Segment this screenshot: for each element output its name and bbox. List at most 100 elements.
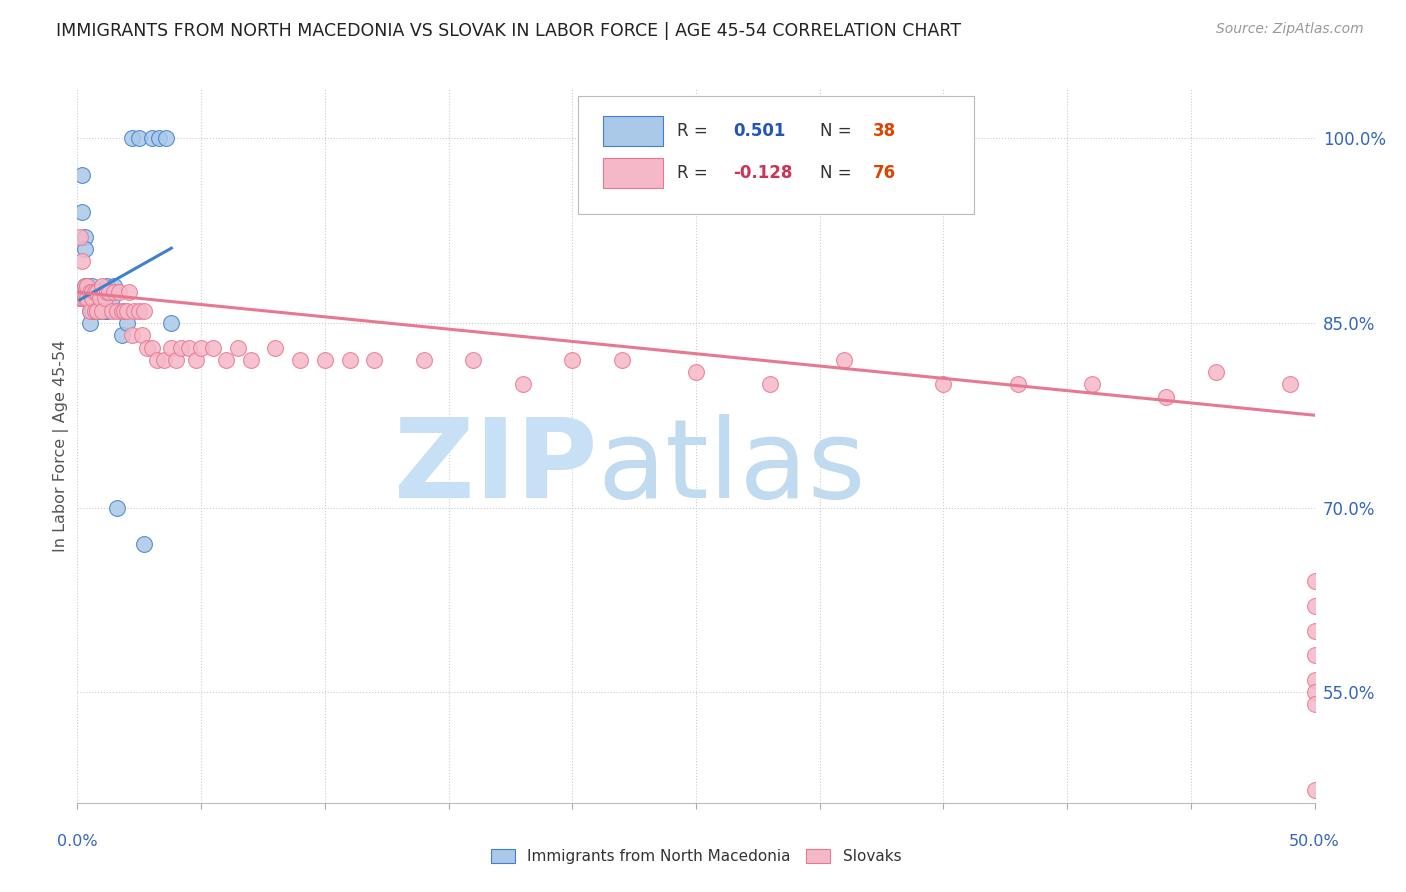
Point — [91, 285, 114, 300]
Point — [73, 230, 96, 244]
Point — [932, 377, 955, 392]
Point — [101, 303, 124, 318]
Point — [1303, 673, 1326, 687]
Point — [148, 131, 170, 145]
Point — [83, 303, 105, 318]
Text: IMMIGRANTS FROM NORTH MACEDONIA VS SLOVAK IN LABOR FORCE | AGE 45-54 CORRELATION: IMMIGRANTS FROM NORTH MACEDONIA VS SLOVA… — [56, 22, 962, 40]
Point — [105, 303, 128, 318]
Point — [226, 341, 249, 355]
Point — [363, 352, 385, 367]
Point — [76, 279, 98, 293]
Text: 38: 38 — [873, 121, 896, 139]
Legend: Immigrants from North Macedonia, Slovaks: Immigrants from North Macedonia, Slovaks — [485, 843, 907, 870]
Point — [86, 303, 108, 318]
Point — [111, 303, 134, 318]
Point — [135, 341, 157, 355]
Point — [121, 328, 143, 343]
Point — [96, 279, 118, 293]
Point — [72, 205, 94, 219]
Point — [1007, 377, 1029, 392]
Point — [83, 285, 105, 300]
Point — [82, 303, 104, 318]
Point — [759, 377, 782, 392]
Point — [111, 328, 134, 343]
Text: N =: N = — [820, 121, 856, 139]
Point — [69, 291, 91, 305]
Point — [82, 279, 104, 293]
Point — [1205, 365, 1227, 379]
Point — [1081, 377, 1104, 392]
Point — [118, 285, 141, 300]
Point — [463, 352, 485, 367]
Point — [79, 285, 101, 300]
Point — [82, 291, 104, 305]
Point — [69, 230, 91, 244]
Point — [190, 341, 212, 355]
Point — [202, 341, 225, 355]
Point — [1303, 574, 1326, 589]
Point — [86, 285, 108, 300]
Point — [128, 303, 150, 318]
Point — [160, 341, 183, 355]
Point — [93, 291, 115, 305]
Point — [103, 279, 125, 293]
Point — [122, 303, 145, 318]
Point — [96, 303, 118, 318]
Point — [115, 303, 138, 318]
Point — [561, 352, 583, 367]
Point — [72, 169, 94, 183]
Point — [134, 303, 156, 318]
Point — [239, 352, 262, 367]
Text: 76: 76 — [873, 164, 896, 182]
Point — [685, 365, 707, 379]
Point — [610, 352, 633, 367]
Text: R =: R = — [678, 164, 713, 182]
Point — [82, 291, 104, 305]
Point — [89, 291, 111, 305]
Point — [108, 285, 131, 300]
Point — [153, 352, 176, 367]
Point — [98, 285, 121, 300]
Point — [89, 303, 111, 318]
Point — [91, 279, 114, 293]
Point — [1278, 377, 1301, 392]
Point — [288, 352, 311, 367]
Point — [69, 291, 91, 305]
Point — [73, 279, 96, 293]
Point — [184, 352, 207, 367]
Point — [76, 291, 98, 305]
Point — [1303, 624, 1326, 638]
Point — [93, 303, 115, 318]
Text: 50.0%: 50.0% — [1289, 834, 1340, 849]
Point — [1303, 698, 1326, 712]
Point — [145, 352, 167, 367]
Text: R =: R = — [678, 121, 713, 139]
Point — [170, 341, 193, 355]
Point — [128, 131, 150, 145]
Text: 0.0%: 0.0% — [58, 834, 97, 849]
Point — [72, 291, 94, 305]
Point — [141, 341, 163, 355]
Point — [76, 279, 98, 293]
Point — [79, 303, 101, 318]
Point — [160, 316, 183, 330]
Text: ZIP: ZIP — [394, 414, 598, 521]
Point — [86, 303, 108, 318]
FancyBboxPatch shape — [578, 96, 974, 214]
Point — [105, 500, 128, 515]
Point — [314, 352, 336, 367]
Point — [79, 285, 101, 300]
Point — [339, 352, 361, 367]
Point — [134, 537, 156, 551]
Point — [83, 303, 105, 318]
Point — [141, 131, 163, 145]
Point — [412, 352, 434, 367]
Text: N =: N = — [820, 164, 856, 182]
Point — [131, 328, 153, 343]
Point — [79, 303, 101, 318]
Bar — [603, 116, 662, 145]
Point — [96, 285, 118, 300]
Point — [73, 242, 96, 256]
Text: -0.128: -0.128 — [733, 164, 793, 182]
Point — [91, 303, 114, 318]
